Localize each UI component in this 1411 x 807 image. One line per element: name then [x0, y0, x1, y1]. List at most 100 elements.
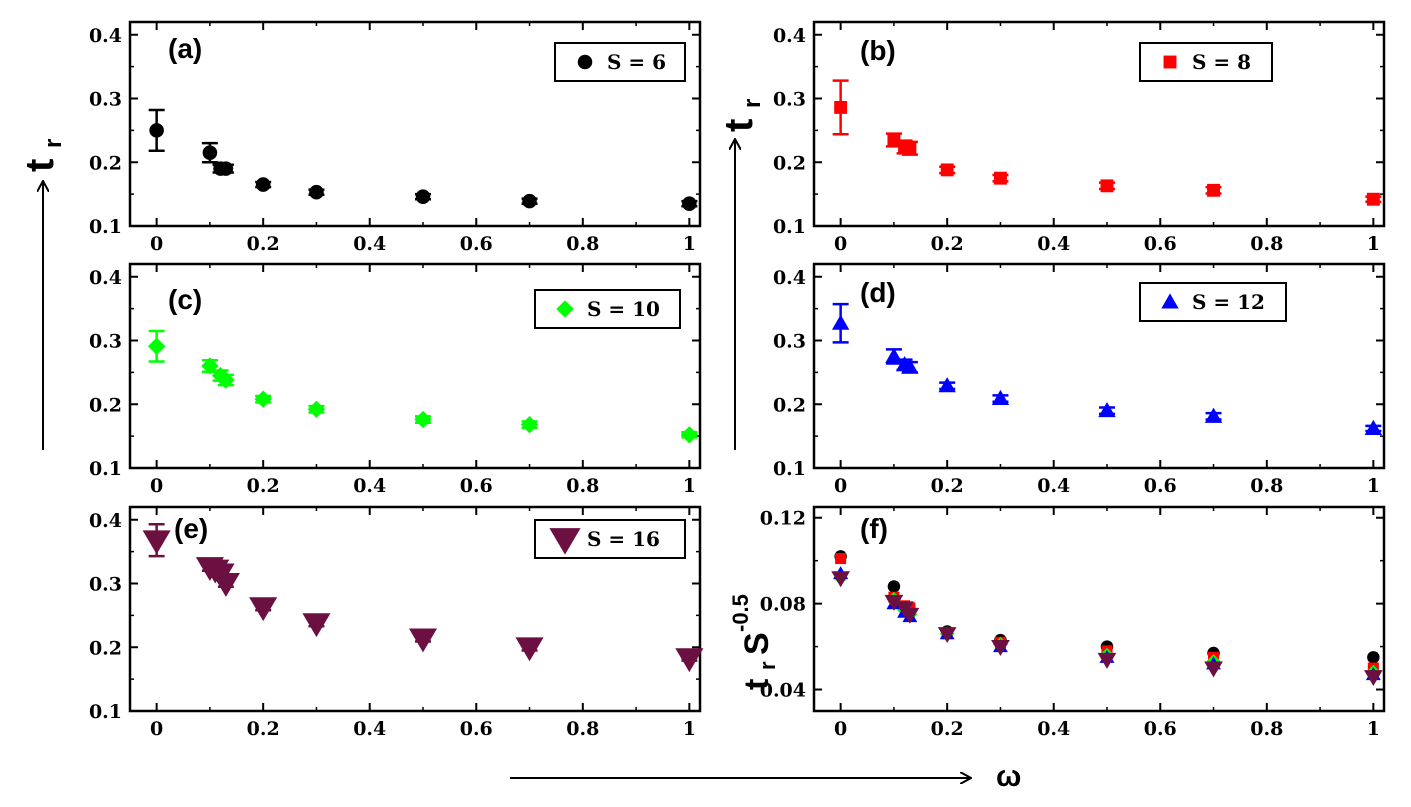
- x-tick-label: 1: [1367, 475, 1380, 497]
- plot-frame: [812, 505, 1386, 713]
- middle-y-label-t: t: [717, 119, 761, 132]
- x-axis-label-omega: ω: [996, 760, 1021, 793]
- plot-frame: [812, 20, 1386, 228]
- data-point: [202, 145, 218, 160]
- data-point: [887, 580, 901, 593]
- plot-frame: [812, 262, 1386, 470]
- x-tick-label: 0.4: [1037, 233, 1070, 255]
- x-tick-label: 0.4: [353, 475, 386, 497]
- x-tick-label: 0: [834, 233, 847, 255]
- legend: S = 16: [534, 519, 686, 559]
- x-tick-label: 1: [683, 475, 696, 497]
- legend-marker: [1161, 293, 1179, 309]
- panel-tag: (f): [860, 513, 888, 544]
- series-S-16: [831, 571, 1383, 687]
- legend-box: [554, 42, 686, 82]
- y-tick-label: 0.1: [89, 458, 122, 480]
- data-point: [1364, 419, 1383, 435]
- data-point: [901, 358, 919, 374]
- chart-panel-a: 0 0.2 0.4 0.6 0.8 1 0.1 0.2 0.3 0.4 (a) S = 6: [89, 20, 702, 255]
- x-tick-label: 0: [150, 475, 163, 497]
- data-point: [900, 607, 920, 624]
- x-tick-label: 0.6: [1144, 233, 1177, 255]
- panel-f-y-axis-label: t r S -0.5: [728, 594, 780, 690]
- series-S-8: [832, 79, 1382, 206]
- data-point: [1100, 179, 1114, 193]
- data-point: [1207, 183, 1220, 197]
- data-point: [680, 426, 699, 444]
- y-tick-label: 0.2: [773, 152, 806, 174]
- data-point: [255, 177, 271, 192]
- y-tick-label: 0.04: [760, 680, 806, 702]
- chart-panel-f: 0 0.2 0.4 0.6 0.8 1 0.04 0.08 0.12 (f): [760, 505, 1386, 740]
- data-point: [254, 390, 272, 408]
- legend-box: [1139, 42, 1273, 82]
- data-point: [249, 597, 278, 622]
- panel-tag: (c): [168, 284, 202, 315]
- data-point: [520, 415, 539, 434]
- plot-frame: [128, 505, 702, 713]
- x-tick-label: 0.6: [460, 475, 493, 497]
- legend: S = 12: [1139, 282, 1287, 322]
- panel-tag: (e): [174, 513, 208, 544]
- x-tick-label: 0.4: [353, 233, 386, 255]
- f-y-label-r: r: [755, 661, 780, 670]
- data-point: [682, 196, 697, 211]
- data-point: [211, 573, 240, 597]
- x-tick-label: 0.2: [931, 475, 964, 497]
- legend-marker: [577, 54, 593, 70]
- y-tick-label: 0.08: [760, 594, 806, 616]
- plot-frame: [128, 262, 702, 470]
- data-point: [309, 184, 324, 200]
- x-tick-label: 0.8: [566, 233, 599, 255]
- data-point: [940, 163, 954, 177]
- x-tick-label: 0.8: [566, 475, 599, 497]
- data-point: [1363, 670, 1383, 687]
- data-point: [991, 640, 1010, 656]
- y-tick-label: 0.2: [89, 152, 122, 174]
- legend-label: S = 10: [587, 297, 660, 321]
- bottom-x-axis-label: ω: [510, 760, 1021, 793]
- x-tick-label: 0.6: [1144, 475, 1177, 497]
- y-tick-label: 0.3: [89, 331, 122, 353]
- y-tick-label: 0.4: [89, 25, 122, 47]
- data-point: [1204, 661, 1223, 678]
- data-point: [903, 141, 917, 155]
- x-tick-label: 1: [1367, 718, 1380, 740]
- data-point: [1098, 401, 1116, 418]
- x-tick-label: 0.2: [247, 233, 280, 255]
- data-point: [522, 193, 537, 209]
- legend-box: [1139, 282, 1287, 322]
- y-tick-label: 0.3: [773, 89, 806, 111]
- legend-label: S = 12: [1192, 290, 1265, 314]
- x-tick-label: 0: [834, 475, 847, 497]
- plot-frame: [128, 20, 702, 228]
- x-tick-label: 0.6: [460, 233, 493, 255]
- data-point: [835, 553, 847, 565]
- left-y-label-t: t: [18, 159, 62, 172]
- data-point: [831, 314, 850, 330]
- data-point: [884, 594, 904, 611]
- f-y-label-t: t: [738, 679, 776, 690]
- x-tick-label: 0.2: [931, 233, 964, 255]
- x-tick-label: 0: [150, 718, 163, 740]
- x-tick-label: 1: [683, 233, 696, 255]
- x-tick-label: 1: [1367, 233, 1380, 255]
- y-tick-label: 0.3: [773, 331, 806, 353]
- x-tick-label: 0.8: [1250, 475, 1283, 497]
- chart-panel-b: 0 0.2 0.4 0.6 0.8 1 0.1 0.2 0.3 0.4 (b) S = 8: [773, 20, 1386, 255]
- x-tick-label: 0.2: [247, 475, 280, 497]
- data-point: [218, 161, 234, 176]
- x-tick-label: 0.6: [460, 718, 493, 740]
- data-point: [415, 189, 431, 204]
- panel-tag: (a): [168, 33, 202, 64]
- f-y-label-s: S: [738, 632, 776, 655]
- y-tick-label: 0.4: [773, 267, 806, 289]
- data-point: [994, 171, 1007, 185]
- x-tick-label: 0.2: [247, 718, 280, 740]
- data-point: [831, 571, 850, 588]
- data-point: [1097, 652, 1117, 669]
- legend-label: S = 8: [1192, 50, 1251, 74]
- data-point: [408, 628, 438, 653]
